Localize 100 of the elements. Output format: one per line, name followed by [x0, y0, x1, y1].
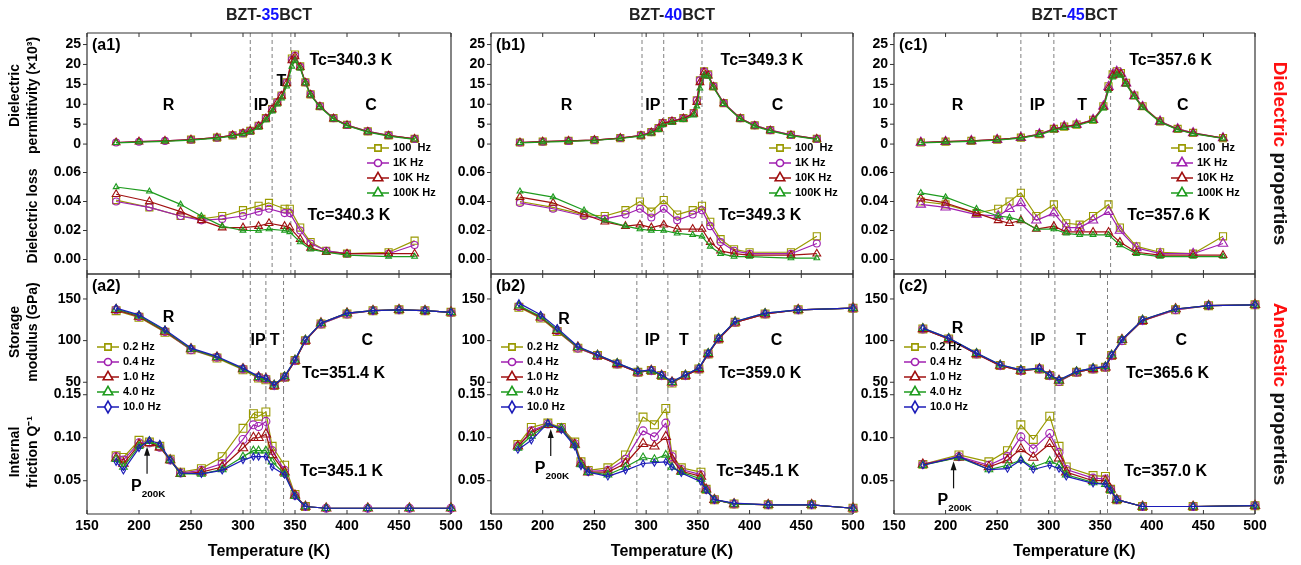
annotation: P$_{200K}$: [534, 459, 570, 481]
x-tick-label: 350: [283, 517, 307, 533]
y-axis-title: Dielectric permittivity (×10³): [6, 36, 40, 155]
annotation: Tc=345.1 K: [716, 462, 800, 480]
annotation: R: [560, 95, 573, 113]
x-tick-label: 400: [1140, 517, 1164, 533]
annotation: R: [951, 95, 964, 113]
y-tick-label: 20: [872, 55, 889, 72]
legend-label: 0.4 Hz: [123, 354, 156, 367]
x-tick-label: 250: [985, 517, 1010, 533]
x-tick-label: 300: [231, 517, 255, 533]
annotation: P$_{200K}$: [937, 491, 973, 513]
chart-title: BZT-40BCT: [628, 6, 716, 23]
annotation: C: [770, 331, 783, 349]
legend-label: 10.0 Hz: [123, 399, 162, 412]
x-axis-title: Temperature (K): [1013, 542, 1136, 559]
annotation: IP: [250, 331, 266, 349]
legend-label: 10K Hz: [393, 170, 431, 183]
y-tick-label: 100: [864, 331, 889, 348]
annotation: Tc=357.0 K: [1124, 462, 1208, 480]
legend-label: 0.4 Hz: [930, 354, 963, 367]
y-tick-label: 25: [469, 35, 486, 52]
annotation: IP: [1029, 95, 1046, 113]
legend-label: 10K Hz: [795, 170, 833, 183]
x-tick-label: 250: [582, 517, 607, 533]
annotation: C: [1177, 95, 1190, 113]
annotation: Tc=351.4 K: [302, 364, 386, 382]
x-tick-label: 350: [686, 517, 710, 533]
legend-label: 4.0 Hz: [123, 384, 156, 397]
x-tick-label: 350: [1088, 517, 1113, 533]
legend-label: 1K Hz: [393, 155, 425, 168]
legend-label: 0.4 Hz: [527, 354, 560, 367]
text: Anelastic properties: [1269, 302, 1291, 486]
x-tick-label: 200: [531, 517, 555, 533]
y-tick-label: 0.10: [53, 428, 82, 445]
x-tick-label: 200: [127, 517, 151, 533]
annotation: R: [162, 308, 175, 326]
y-tick-label: 0: [477, 134, 486, 151]
y-tick-label: 100: [461, 331, 486, 348]
y-tick-label: 0.00: [53, 250, 82, 267]
y-tick-label: 10: [872, 94, 889, 111]
x-axis-title: Temperature (K): [610, 542, 734, 559]
legend-label: 1.0 Hz: [930, 369, 963, 382]
x-tick-label: 500: [1243, 517, 1267, 533]
legend-label: 100 Hz: [393, 140, 432, 153]
y-tick-label: 25: [872, 35, 889, 52]
annotation: T: [679, 331, 689, 349]
legend-label: 10.0 Hz: [527, 399, 566, 412]
y-tick-label: 0.05: [860, 471, 889, 488]
legend-label: 100K Hz: [393, 185, 437, 198]
legend-label: 0.2 Hz: [930, 339, 963, 352]
x-tick-label: 300: [1037, 517, 1061, 533]
y-tick-label: 15: [469, 75, 486, 92]
annotation: T: [1076, 331, 1087, 349]
y-tick-label: 0: [73, 134, 82, 151]
annotation: (c2): [899, 277, 928, 294]
annotation: (a2): [92, 277, 121, 294]
x-tick-label: 250: [179, 517, 203, 533]
annotation: T: [1077, 95, 1088, 113]
chart-title: BZT-35BCT: [225, 6, 313, 23]
x-tick-label: 400: [737, 517, 762, 533]
y-tick-label: 0.05: [457, 471, 486, 488]
annotation: R: [162, 95, 175, 113]
annotation: (c1): [899, 36, 928, 53]
y-tick-label: 0.04: [53, 192, 82, 209]
annotation: Tc=359.0 K: [718, 364, 802, 382]
legend-label: 1K Hz: [795, 155, 827, 168]
x-tick-label: 300: [634, 517, 659, 533]
annotation: IP: [645, 95, 661, 113]
legend-label: 1.0 Hz: [123, 369, 156, 382]
annotation: IP: [644, 331, 661, 349]
y-tick-label: 150: [461, 289, 486, 306]
annotation: Tc=357.6 K: [1127, 206, 1211, 224]
annotation: IP: [1030, 331, 1046, 349]
annotation: Tc=340.3 K: [307, 206, 391, 224]
legend-label: 100 Hz: [1197, 140, 1236, 153]
legend-label: 1.0 Hz: [527, 369, 560, 382]
y-tick-label: 10: [65, 94, 82, 111]
legend-label: 0.2 Hz: [123, 339, 156, 352]
x-tick-label: 200: [933, 517, 958, 533]
annotation: Tc=349.3 K: [720, 51, 804, 69]
annotation: Tc=340.3 K: [309, 51, 393, 69]
y-tick-label: 150: [864, 289, 889, 306]
y-tick-label: 15: [65, 75, 82, 92]
annotation: R: [951, 319, 964, 337]
annotation: P$_{200K}$: [131, 476, 167, 499]
annotation: Tc=357.6 K: [1129, 51, 1213, 69]
annotation: C: [361, 331, 374, 349]
annotation: (b2): [496, 277, 526, 294]
y-tick-label: 0.05: [53, 471, 82, 488]
y-tick-label: 5: [880, 114, 889, 131]
x-tick-label: 400: [335, 517, 359, 533]
x-axis-title: Temperature (K): [207, 542, 331, 559]
y-tick-label: 0.10: [860, 428, 889, 445]
y-axis-title: Storage modulus (GPa): [6, 282, 40, 382]
annotation: Tc=345.1 K: [300, 462, 384, 480]
legend-label: 100K Hz: [1197, 185, 1241, 198]
legend-label: 100K Hz: [795, 185, 839, 198]
y-tick-label: 0.02: [53, 221, 82, 238]
y-tick-label: 150: [57, 289, 82, 306]
